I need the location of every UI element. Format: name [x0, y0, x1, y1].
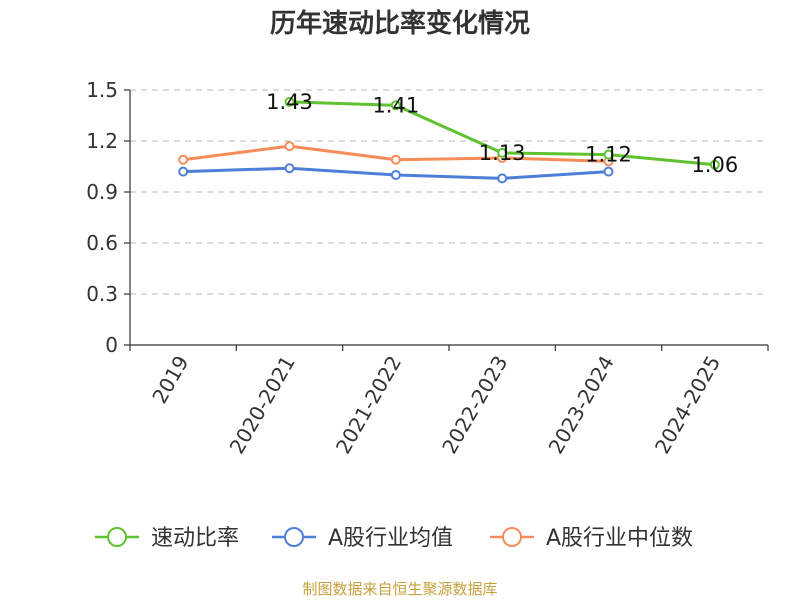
- legend-item: A股行业中位数: [490, 526, 693, 551]
- data-label: 1.06: [691, 153, 738, 177]
- legend-marker: [502, 527, 522, 547]
- data-point-2: [284, 141, 295, 152]
- legend: 速动比率 A股行业均值 A股行业中位数: [95, 526, 693, 551]
- data-point-0: [390, 100, 401, 111]
- x-tick-label: 2019: [147, 352, 193, 408]
- x-tick-label: 2024-2025: [650, 352, 725, 458]
- axes: 0 0.3 0.6 0.9 1.2 1.5 2019 2020-2021 2021-2022 20…: [86, 78, 769, 458]
- data-labels: 1.43 1.41 1.13 1.12 1.06: [266, 90, 738, 177]
- x-tick-label: 2022-2023: [437, 351, 512, 457]
- legend-item: A股行业均值: [272, 526, 453, 551]
- legend-label: 速动比率: [151, 526, 239, 551]
- data-label: 1.43: [266, 90, 313, 114]
- legend-label: A股行业均值: [328, 526, 453, 551]
- series-group: [178, 96, 720, 184]
- data-point-1: [390, 170, 401, 180]
- legend-marker: [284, 527, 304, 547]
- legend-item: 速动比率: [95, 526, 239, 551]
- x-tick-label: 2021-2022: [331, 352, 406, 458]
- data-point-0: [497, 147, 508, 158]
- y-tick-label: 0: [105, 333, 118, 357]
- data-label: 1.13: [479, 141, 526, 165]
- grid-lines: [130, 89, 768, 295]
- x-tick-label: 2023-2024: [544, 352, 619, 458]
- y-tick-label: 1.5: [86, 78, 118, 102]
- data-point-0: [284, 96, 295, 107]
- data-label: 1.41: [372, 93, 419, 117]
- x-tick-label: 2020-2021: [225, 352, 300, 458]
- y-tick-label: 0.6: [86, 231, 118, 255]
- data-point-1: [497, 173, 508, 184]
- data-point-1: [178, 166, 189, 177]
- data-point-0: [709, 159, 720, 170]
- chart-title: 历年速动比率变化情况: [270, 8, 530, 39]
- data-label: 1.12: [585, 143, 632, 167]
- data-point-1: [603, 166, 614, 177]
- y-tick-label: 1.2: [86, 129, 118, 153]
- y-tick-label: 0.9: [86, 180, 118, 204]
- source-note: 制图数据来自恒生聚源数据库: [302, 580, 497, 598]
- data-point-1: [284, 163, 295, 174]
- y-tick-label: 0.3: [86, 282, 118, 306]
- data-point-0: [603, 149, 614, 160]
- legend-marker: [107, 527, 127, 547]
- data-point-2: [178, 154, 189, 165]
- legend-label: A股行业中位数: [546, 526, 693, 551]
- data-point-2: [390, 154, 401, 165]
